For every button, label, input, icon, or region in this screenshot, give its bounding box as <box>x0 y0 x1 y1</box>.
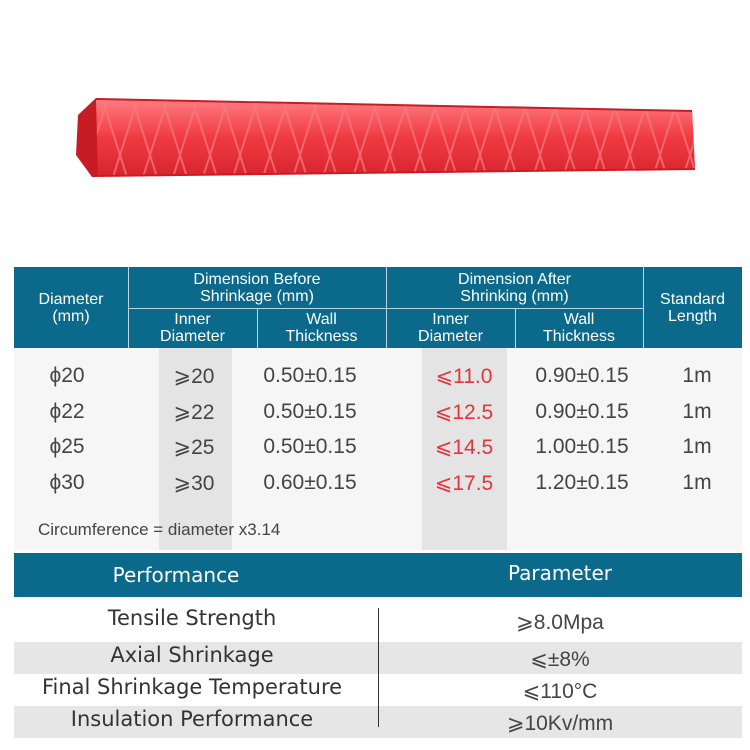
spec-cell-before-inner: ⩾22 <box>173 401 215 424</box>
spec-cell-diameter: ϕ22 <box>49 400 85 423</box>
header-performance: Performance <box>112 563 240 587</box>
column-divider <box>378 608 379 727</box>
spec-cell-after-wall: 1.00±0.15 <box>535 435 629 458</box>
header-before-inner: Inner Diameter <box>160 311 225 345</box>
spec-cell-before-inner: ⩾20 <box>173 365 215 388</box>
spec-cell-length: 1m <box>682 471 712 494</box>
performance-value: ⩽110°C <box>522 680 598 703</box>
spec-cell-after-inner: ⩽17.5 <box>434 472 494 495</box>
header-before: Dimension Before Shrinkage (mm) <box>193 270 321 305</box>
spec-table-header <box>14 267 742 348</box>
heat-shrink-tube-image <box>76 98 695 177</box>
header-after-wall: Wall Thickness <box>542 311 616 345</box>
performance-name: Tensile Strength <box>107 606 277 630</box>
spec-table: Diameter (mm) Dimension Before Shrinkage… <box>14 267 742 550</box>
performance-value: ⩾10Kv/mm <box>506 712 614 735</box>
spec-cell-after-wall: 1.20±0.15 <box>535 471 629 494</box>
spec-cell-diameter: ϕ20 <box>49 364 85 387</box>
performance-table-header: Performance Parameter <box>14 553 742 597</box>
spec-cell-before-inner: ⩾30 <box>173 472 215 495</box>
spec-cell-after-wall: 0.90±0.15 <box>535 364 629 387</box>
header-parameter: Parameter <box>507 561 613 585</box>
spec-cell-after-inner: ⩽11.0 <box>435 365 493 388</box>
highlight-column-before <box>159 348 232 550</box>
spec-cell-diameter: ϕ30 <box>49 471 85 494</box>
performance-name: Final Shrinkage Temperature <box>41 675 343 699</box>
spec-cell-after-wall: 0.90±0.15 <box>535 400 629 423</box>
performance-name: Insulation Performance <box>70 707 314 731</box>
spec-cell-length: 1m <box>682 400 712 423</box>
spec-cell-before-wall: 0.50±0.15 <box>263 400 357 423</box>
performance-name: Axial Shrinkage <box>110 643 274 667</box>
spec-cell-diameter: ϕ25 <box>49 435 85 458</box>
spec-cell-after-inner: ⩽12.5 <box>434 401 494 424</box>
highlight-column-after <box>422 348 507 550</box>
spec-cell-before-wall: 0.50±0.15 <box>263 435 357 458</box>
performance-value: ⩽±8% <box>530 648 590 671</box>
circumference-note: Circumference = diameter x3.14 <box>38 520 281 539</box>
header-diameter: Diameter (mm) <box>38 290 104 325</box>
header-before-wall: Wall Thickness <box>285 311 358 345</box>
performance-value: ⩾8.0Mpa <box>516 611 604 634</box>
spec-cell-length: 1m <box>682 435 712 458</box>
header-after: Dimension After Shrinking (mm) <box>458 270 571 305</box>
spec-cell-before-inner: ⩾25 <box>173 436 215 459</box>
spec-cell-length: 1m <box>682 364 712 387</box>
spec-cell-after-inner: ⩽14.5 <box>434 436 494 459</box>
header-standard-length: Standard Length <box>660 290 725 325</box>
spec-cell-before-wall: 0.60±0.15 <box>263 471 357 494</box>
spec-cell-before-wall: 0.50±0.15 <box>263 364 357 387</box>
header-after-inner: Inner Diameter <box>418 311 483 345</box>
